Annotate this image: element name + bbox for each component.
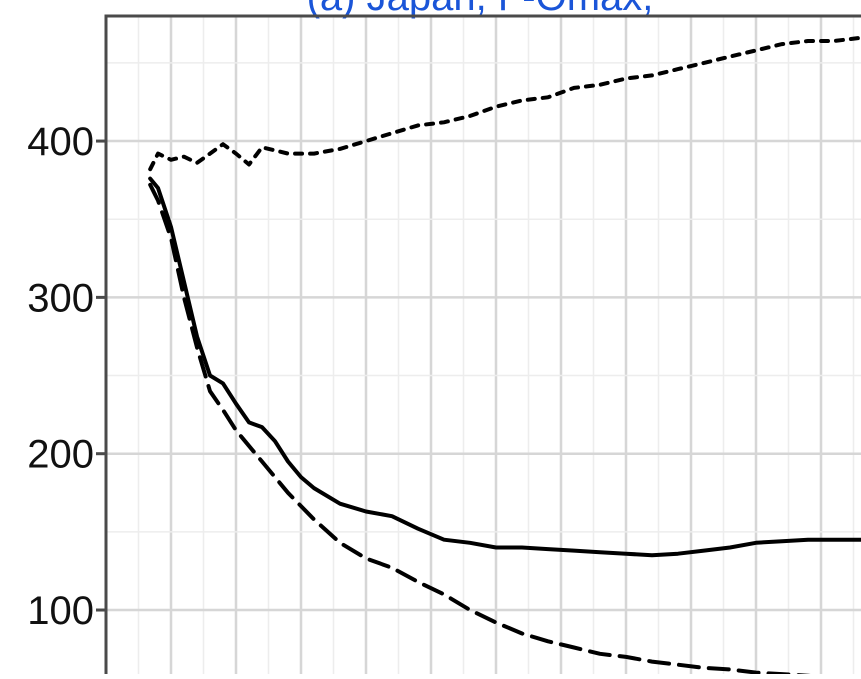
series-line-dotted (148, 35, 861, 172)
y-tick-label: 300 (27, 276, 94, 320)
series-line-solid (148, 176, 861, 558)
plot-frame (104, 14, 861, 679)
y-axis: 100 200 300 400 (27, 120, 106, 633)
series-line-dashed (148, 182, 861, 679)
grid (104, 16, 861, 679)
series-group (148, 35, 861, 679)
y-tick-label: 400 (27, 120, 94, 164)
y-tick-label: 100 (27, 589, 94, 633)
chart-title: (a) Japan, F-Omax, (307, 0, 654, 19)
y-tick-label: 200 (27, 433, 94, 477)
